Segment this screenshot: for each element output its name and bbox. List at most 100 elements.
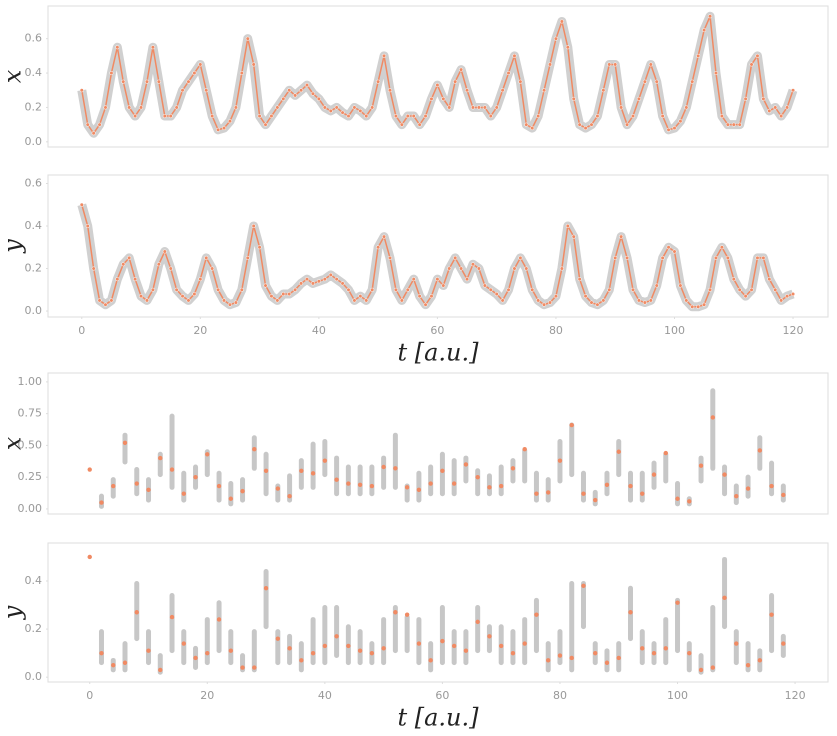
point [569, 655, 574, 661]
point [181, 491, 186, 496]
point [630, 287, 636, 292]
point [654, 283, 659, 288]
point [328, 108, 333, 113]
point [769, 483, 774, 489]
spread-range [733, 629, 739, 666]
point [601, 88, 606, 93]
spread-range [710, 388, 716, 471]
point [675, 600, 680, 605]
spread-range [169, 593, 175, 654]
point [103, 302, 108, 307]
point [210, 113, 215, 119]
point [429, 294, 434, 299]
point [227, 302, 233, 307]
y-tick-label: 0.2 [25, 100, 43, 113]
point [447, 105, 452, 110]
spread-range [510, 458, 516, 484]
spread-range [675, 597, 681, 654]
point [287, 646, 292, 651]
point [352, 298, 357, 303]
point [204, 255, 209, 260]
point [571, 234, 576, 239]
spread-range [639, 470, 645, 503]
point [435, 277, 440, 282]
spread-range [710, 605, 716, 673]
spread-range [580, 580, 586, 630]
point [595, 113, 600, 119]
point [158, 455, 163, 461]
point [663, 646, 668, 651]
point [79, 202, 84, 207]
x-tick-label: 60 [430, 324, 444, 337]
y-tick-label: 0.25 [18, 470, 43, 483]
spread-range [275, 483, 281, 503]
point [630, 113, 636, 119]
point [423, 302, 428, 307]
y-tick-label: 0.0 [25, 304, 43, 317]
point [204, 88, 209, 93]
spread-range [181, 629, 187, 666]
point [97, 122, 102, 127]
point [546, 490, 551, 495]
point [616, 655, 621, 661]
spread-range [486, 473, 492, 497]
point [216, 483, 222, 489]
spread-range [157, 451, 163, 478]
spread-range [533, 470, 539, 503]
point [263, 283, 268, 288]
point [146, 648, 151, 653]
point [678, 119, 683, 124]
point [121, 79, 126, 84]
point [745, 486, 751, 491]
spread-range [604, 648, 610, 673]
point [494, 105, 499, 110]
point [216, 617, 222, 622]
spread-range [616, 439, 622, 478]
point [470, 105, 476, 110]
point [115, 45, 120, 50]
point [139, 294, 144, 299]
point [494, 291, 499, 297]
point [299, 468, 304, 474]
point [381, 646, 386, 651]
point [287, 494, 292, 499]
point [240, 488, 245, 494]
spread-range [322, 605, 328, 666]
point [476, 266, 481, 271]
point [767, 277, 772, 282]
point [745, 662, 751, 668]
spread-range [545, 477, 551, 503]
spread-range [498, 464, 504, 497]
point [464, 277, 470, 282]
spread-range [439, 605, 445, 666]
point [675, 496, 680, 501]
spread-range [522, 617, 528, 666]
point [435, 83, 440, 88]
spread-range [122, 641, 128, 673]
point [399, 298, 404, 303]
point [536, 113, 541, 119]
point [607, 287, 612, 292]
spread-range [251, 629, 257, 673]
x-tick-label: 100 [664, 324, 685, 337]
point [322, 458, 328, 463]
point [115, 277, 120, 282]
plot-frame [47, 5, 829, 148]
point [785, 105, 790, 110]
point [447, 266, 452, 271]
point [293, 93, 298, 98]
point [666, 127, 671, 132]
point [702, 302, 707, 307]
point [522, 641, 527, 646]
point [133, 277, 138, 282]
spread-range [463, 629, 469, 666]
point [557, 458, 563, 463]
point [221, 126, 227, 131]
point [346, 113, 351, 119]
spread-range [675, 480, 681, 507]
point [251, 223, 256, 229]
point [180, 294, 185, 299]
point [453, 79, 458, 84]
point [393, 466, 398, 471]
y-tick-label: 0.00 [18, 502, 43, 515]
